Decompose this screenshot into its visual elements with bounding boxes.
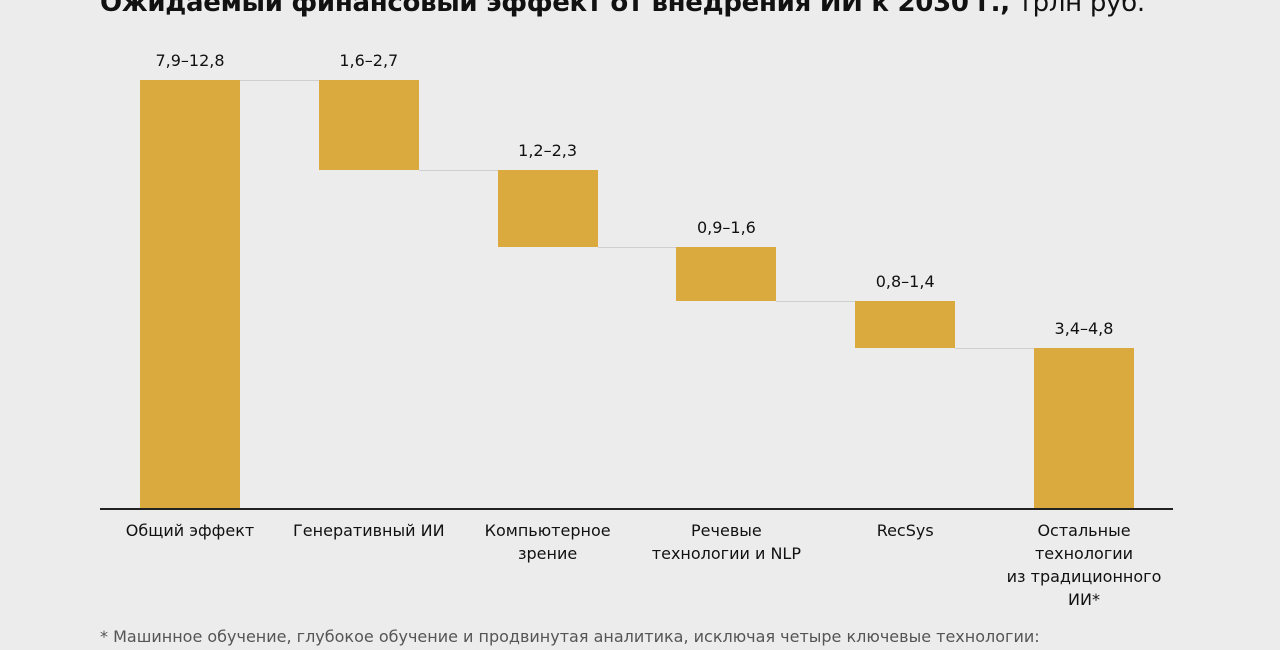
category-label: RecSys xyxy=(876,521,934,540)
category-label: Компьютерное зрение xyxy=(484,521,611,563)
bar xyxy=(497,170,598,248)
data-label: 1,6–2,7 xyxy=(339,51,399,70)
data-label: 3,4–4,8 xyxy=(1054,318,1114,338)
chart-unit: трлн руб. xyxy=(1017,0,1145,18)
chart-title: Ожидаемый финансовый эффект от внедрения… xyxy=(100,0,1145,18)
data-label: 0,9–1,6 xyxy=(696,218,756,238)
category-label: Общий эффект xyxy=(125,521,255,540)
data-label: 1,2–2,3 xyxy=(518,141,578,161)
category-label: Остальные технологии из традиционного ИИ… xyxy=(1006,521,1162,609)
connector-line xyxy=(776,300,856,302)
bar xyxy=(676,247,777,301)
bar xyxy=(318,80,419,171)
data-label: 7,9–12,8 xyxy=(155,51,225,70)
bar xyxy=(855,300,956,348)
category-label: Генеративный ИИ xyxy=(293,521,445,540)
connector-line xyxy=(418,170,498,172)
bar xyxy=(140,80,240,508)
connector-line xyxy=(240,80,319,81)
x-axis-line xyxy=(100,508,1173,510)
category-label: Речевые технологии и NLP xyxy=(651,521,801,563)
footnote: * Машинное обучение, глубокое обучение и… xyxy=(100,627,1040,646)
data-label: 0,8–1,4 xyxy=(875,271,935,291)
bar xyxy=(1034,347,1134,508)
connector-line xyxy=(597,247,677,249)
connector-line xyxy=(955,347,1034,349)
